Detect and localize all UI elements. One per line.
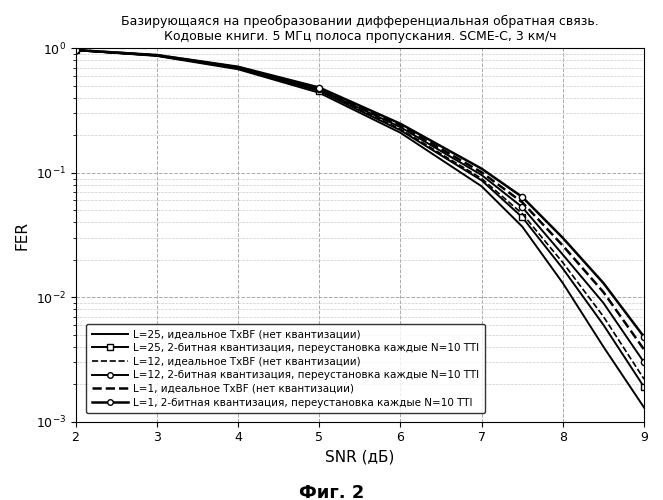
- L=25, 2-битная квантизация, переустановка каждые N=10 TTI: [640, 384, 648, 390]
- L=12, идеальное TxBF (нет квантизации): [72, 47, 80, 53]
- L=12, 2-битная квантизация, переустановка каждые N=10 TTI: [518, 204, 526, 210]
- L=1, идеальное TxBF (нет квантизации): [477, 170, 485, 175]
- Line: L=1, 2-битная квантизация, переустановка каждые N=10 TTI: L=1, 2-битная квантизация, переустановка…: [72, 47, 647, 340]
- L=25, 2-битная квантизация, переустановка каждые N=10 TTI: [599, 322, 607, 328]
- L=12, 2-битная квантизация, переустановка каждые N=10 TTI: [477, 172, 485, 178]
- Legend: L=25, идеальное TxBF (нет квантизации), L=25, 2-битная квантизация, переустановк: L=25, идеальное TxBF (нет квантизации), …: [86, 324, 485, 413]
- Line: L=25, 2-битная квантизация, переустановка каждые N=10 TTI: L=25, 2-битная квантизация, переустановк…: [72, 47, 647, 390]
- L=1, 2-битная квантизация, переустановка каждые N=10 TTI: [640, 334, 648, 340]
- L=25, идеальное TxBF (нет квантизации): [640, 404, 648, 410]
- L=25, идеальное TxBF (нет квантизации): [315, 90, 323, 96]
- L=12, 2-битная квантизация, переустановка каждые N=10 TTI: [234, 64, 242, 70]
- L=1, идеальное TxBF (нет квантизации): [152, 52, 160, 58]
- L=12, 2-битная квантизация, переустановка каждые N=10 TTI: [640, 360, 648, 366]
- L=12, 2-битная квантизация, переустановка каждые N=10 TTI: [72, 47, 80, 53]
- L=12, идеальное TxBF (нет квантизации): [234, 65, 242, 71]
- L=12, идеальное TxBF (нет квантизации): [477, 176, 485, 182]
- L=1, 2-битная квантизация, переустановка каждые N=10 TTI: [396, 121, 404, 127]
- L=12, идеальное TxBF (нет квантизации): [599, 314, 607, 320]
- Title: Базирующаяся на преобразовании дифференциальная обратная связь.
Кодовые книги. 5: Базирующаяся на преобразовании дифференц…: [121, 15, 599, 43]
- L=1, 2-битная квантизация, переустановка каждые N=10 TTI: [559, 235, 567, 241]
- L=25, 2-битная квантизация, переустановка каждые N=10 TTI: [152, 52, 160, 59]
- L=25, 2-битная квантизация, переустановка каждые N=10 TTI: [72, 47, 80, 53]
- L=1, 2-битная квантизация, переустановка каждые N=10 TTI: [477, 166, 485, 172]
- L=12, идеальное TxBF (нет квантизации): [518, 210, 526, 216]
- L=12, 2-битная квантизация, переустановка каждые N=10 TTI: [315, 86, 323, 92]
- L=12, идеальное TxBF (нет квантизации): [559, 260, 567, 266]
- Line: L=12, 2-битная квантизация, переустановка каждые N=10 TTI: L=12, 2-битная квантизация, переустановк…: [72, 47, 647, 366]
- L=25, идеальное TxBF (нет квантизации): [234, 66, 242, 72]
- L=25, 2-битная квантизация, переустановка каждые N=10 TTI: [559, 266, 567, 272]
- L=1, 2-битная квантизация, переустановка каждые N=10 TTI: [72, 47, 80, 53]
- L=1, 2-битная квантизация, переустановка каждые N=10 TTI: [315, 84, 323, 90]
- L=1, идеальное TxBF (нет квантизации): [315, 86, 323, 91]
- L=1, идеальное TxBF (нет квантизации): [234, 64, 242, 70]
- L=12, идеальное TxBF (нет квантизации): [152, 52, 160, 59]
- X-axis label: SNR (дБ): SNR (дБ): [325, 450, 394, 465]
- L=25, идеальное TxBF (нет квантизации): [518, 224, 526, 230]
- L=1, идеальное TxBF (нет квантизации): [72, 47, 80, 53]
- L=25, идеальное TxBF (нет квантизации): [599, 344, 607, 350]
- L=25, 2-битная квантизация, переустановка каждые N=10 TTI: [396, 127, 404, 133]
- L=12, идеальное TxBF (нет квантизации): [315, 88, 323, 94]
- L=25, 2-битная квантизация, переустановка каждые N=10 TTI: [477, 178, 485, 184]
- L=25, идеальное TxBF (нет квантизации): [152, 53, 160, 59]
- L=1, идеальное TxBF (нет квантизации): [599, 289, 607, 295]
- L=25, 2-битная квантизация, переустановка каждые N=10 TTI: [315, 88, 323, 94]
- L=12, 2-битная квантизация, переустановка каждые N=10 TTI: [396, 124, 404, 130]
- L=1, идеальное TxBF (нет квантизации): [640, 346, 648, 352]
- Text: Фиг. 2: Фиг. 2: [299, 484, 364, 500]
- L=25, 2-битная квантизация, переустановка каждые N=10 TTI: [518, 214, 526, 220]
- Line: L=12, идеальное TxBF (нет квантизации): L=12, идеальное TxBF (нет квантизации): [76, 50, 644, 379]
- L=1, 2-битная квантизация, переустановка каждые N=10 TTI: [152, 52, 160, 58]
- L=12, 2-битная квантизация, переустановка каждые N=10 TTI: [559, 252, 567, 258]
- L=25, идеальное TxBF (нет квантизации): [477, 184, 485, 190]
- Line: L=25, идеальное TxBF (нет квантизации): L=25, идеальное TxBF (нет квантизации): [76, 50, 644, 408]
- L=12, идеальное TxBF (нет квантизации): [640, 376, 648, 382]
- L=1, идеальное TxBF (нет квантизации): [518, 200, 526, 205]
- L=1, идеальное TxBF (нет квантизации): [559, 242, 567, 248]
- L=12, идеальное TxBF (нет квантизации): [396, 126, 404, 132]
- Y-axis label: FER: FER: [15, 220, 30, 250]
- L=1, 2-битная квантизация, переустановка каждые N=10 TTI: [599, 280, 607, 286]
- L=25, 2-битная квантизация, переустановка каждые N=10 TTI: [234, 66, 242, 71]
- L=25, идеальное TxBF (нет квантизации): [396, 130, 404, 136]
- L=12, 2-битная квантизация, переустановка каждые N=10 TTI: [599, 300, 607, 306]
- L=25, идеальное TxBF (нет квантизации): [559, 280, 567, 286]
- L=1, 2-битная квантизация, переустановка каждые N=10 TTI: [234, 64, 242, 70]
- L=1, 2-битная квантизация, переустановка каждые N=10 TTI: [518, 194, 526, 200]
- L=25, идеальное TxBF (нет квантизации): [72, 47, 80, 53]
- L=1, идеальное TxBF (нет квантизации): [396, 122, 404, 128]
- Line: L=1, идеальное TxBF (нет квантизации): L=1, идеальное TxBF (нет квантизации): [76, 50, 644, 350]
- L=12, 2-битная квантизация, переустановка каждые N=10 TTI: [152, 52, 160, 59]
